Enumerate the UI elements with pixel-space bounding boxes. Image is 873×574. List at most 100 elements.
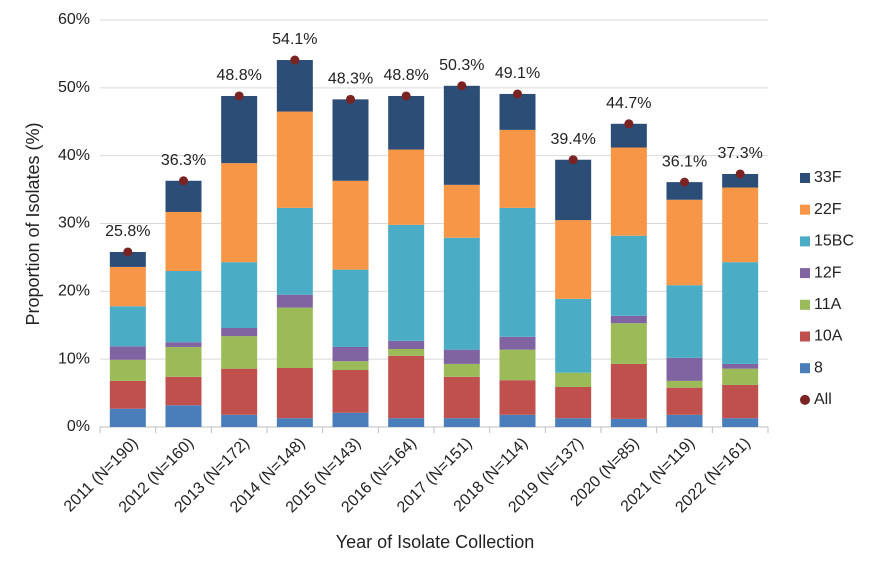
bar-segment (109, 346, 146, 360)
total-point (457, 81, 467, 91)
bar-segment (443, 184, 480, 238)
total-point (735, 169, 745, 179)
bar-segment (443, 418, 480, 427)
legend-swatch (800, 363, 810, 374)
bar-segment (109, 359, 146, 381)
total-point (123, 247, 133, 257)
bar-segment (722, 173, 759, 188)
bar-segment (221, 368, 258, 415)
y-tick-label: 60% (58, 11, 90, 28)
total-point (513, 89, 522, 99)
bar-segment (109, 266, 146, 307)
y-tick-label: 10% (58, 350, 90, 367)
bar-segment (666, 357, 703, 381)
y-tick-label: 30% (58, 215, 90, 232)
bar-segment (276, 418, 313, 427)
legend-swatch (800, 299, 810, 310)
y-tick-label: 20% (58, 283, 90, 300)
bar-segment (332, 346, 369, 362)
bar-segment (276, 294, 313, 308)
bar-segment (555, 159, 592, 221)
bar-segment (722, 187, 759, 263)
bar-segment (165, 346, 202, 377)
bar-segment (610, 147, 647, 236)
total-point (401, 91, 411, 101)
data-label: 49.1% (495, 65, 540, 82)
bar-segment (443, 376, 480, 419)
bar-segment (388, 149, 425, 225)
bar-segment (388, 348, 425, 356)
y-axis-title: Proportion of Isolates (%) (23, 122, 43, 325)
bar-segment (165, 376, 202, 406)
bar-segment (109, 251, 146, 267)
legend-label: 22F (814, 201, 842, 218)
data-label: 36.3% (161, 152, 206, 169)
total-point (290, 55, 300, 65)
bar-segment (555, 418, 592, 427)
data-label: 48.8% (383, 67, 428, 84)
bar-segment (555, 220, 592, 299)
bar-segment (109, 380, 146, 409)
bar-segment (555, 372, 592, 387)
bar-segment (722, 262, 759, 364)
bar-segment (443, 349, 480, 364)
bar-segment (610, 323, 647, 364)
bar-segment (165, 342, 202, 347)
bar-segment (332, 361, 369, 371)
legend-swatch (800, 268, 810, 279)
data-label: 25.8% (105, 223, 150, 240)
bar-segment (332, 370, 369, 413)
total-point (680, 177, 689, 187)
bar-segment (388, 340, 425, 349)
bar-segment (165, 180, 202, 212)
bar-segment (722, 384, 759, 419)
bar-segment (555, 298, 592, 373)
bar-segment (499, 336, 536, 350)
total-point (624, 119, 634, 129)
bar-segment (499, 349, 536, 381)
legend-swatch (800, 236, 810, 247)
bar-segment (499, 207, 536, 337)
bar-segment (276, 111, 313, 208)
bar-segment (165, 211, 202, 271)
bar-segment (722, 363, 759, 369)
bar-segment (666, 414, 703, 427)
bar-segment (276, 60, 313, 112)
total-point (346, 94, 355, 104)
data-label: 48.8% (216, 67, 261, 84)
bar-segment (443, 237, 480, 350)
bar-segment (666, 380, 703, 388)
bar-segment (388, 95, 425, 150)
legend-label: 12F (814, 264, 842, 281)
bar-segment (109, 408, 146, 427)
bar-segment (276, 307, 313, 368)
bar-segment (221, 414, 258, 427)
data-label: 54.1% (272, 31, 317, 48)
bar-segment (388, 224, 425, 341)
bar-segment (666, 182, 703, 200)
legend-label: 10A (814, 328, 843, 345)
legend-label: All (814, 391, 832, 408)
legend-label: 8 (814, 359, 823, 376)
bar-segment (221, 95, 258, 164)
legend-label: 33F (814, 169, 842, 186)
bar-segment (443, 85, 480, 185)
legend-label: 15BC (814, 233, 854, 250)
bar-segment (332, 99, 369, 181)
bar-segment (610, 123, 647, 148)
legend-swatch (800, 331, 810, 342)
bar-segment (388, 355, 425, 419)
data-label: 48.3% (328, 71, 373, 88)
bar-segment (722, 368, 759, 385)
bar-segment (332, 412, 369, 427)
total-point (179, 176, 188, 186)
total-point (568, 155, 578, 165)
y-tick-label: 40% (58, 147, 90, 164)
legend-marker (800, 394, 810, 405)
bar-segment (276, 207, 313, 295)
bar-segment (221, 336, 258, 369)
x-axis-title: Year of Isolate Collection (336, 532, 534, 552)
data-label: 44.7% (606, 95, 651, 112)
data-label: 39.4% (550, 131, 595, 148)
